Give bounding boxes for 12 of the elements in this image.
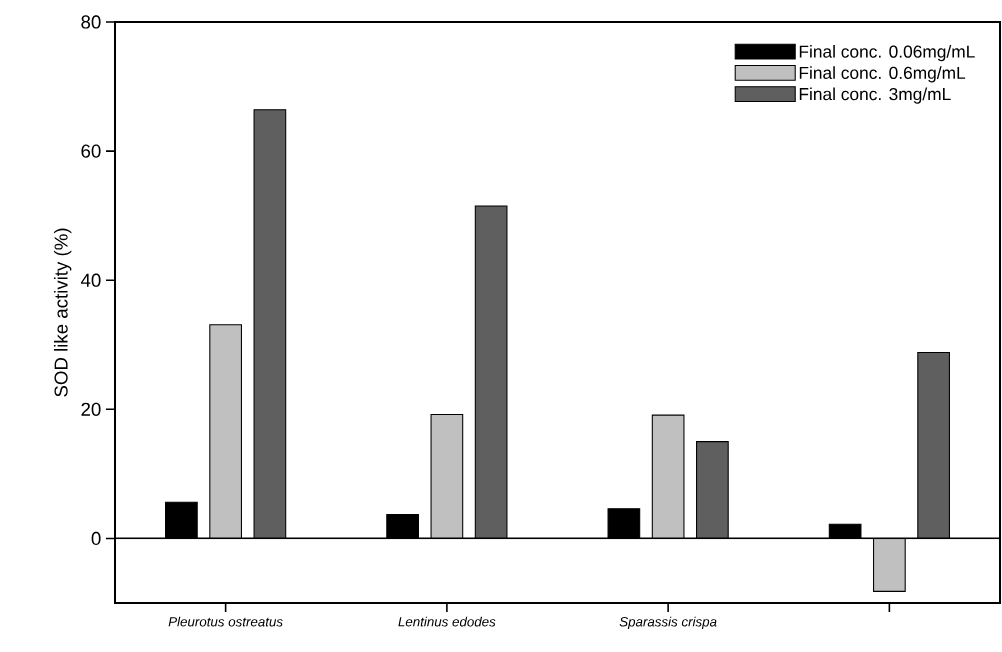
y-tick-label: 80	[81, 15, 101, 29]
x-tick-label: Pleurotus ostreatus	[168, 616, 283, 627]
y-tick-label: 0	[91, 531, 101, 546]
legend-label: Final conc. 3mg/mL	[799, 87, 951, 104]
legend-label: Final conc. 0.06mg/mL	[799, 45, 975, 62]
x-tick-label: Sparassis crispa	[619, 616, 717, 630]
y-tick-label: 40	[80, 273, 101, 287]
legend-label: Final conc. 0.6mg/mL	[799, 66, 966, 83]
y-tick-label: 20	[81, 402, 101, 416]
y-axis-title: SOD like activity (%)	[53, 228, 72, 397]
x-tick-label: Lentinus edodes	[398, 616, 496, 627]
y-tick-label: 60	[81, 144, 101, 158]
